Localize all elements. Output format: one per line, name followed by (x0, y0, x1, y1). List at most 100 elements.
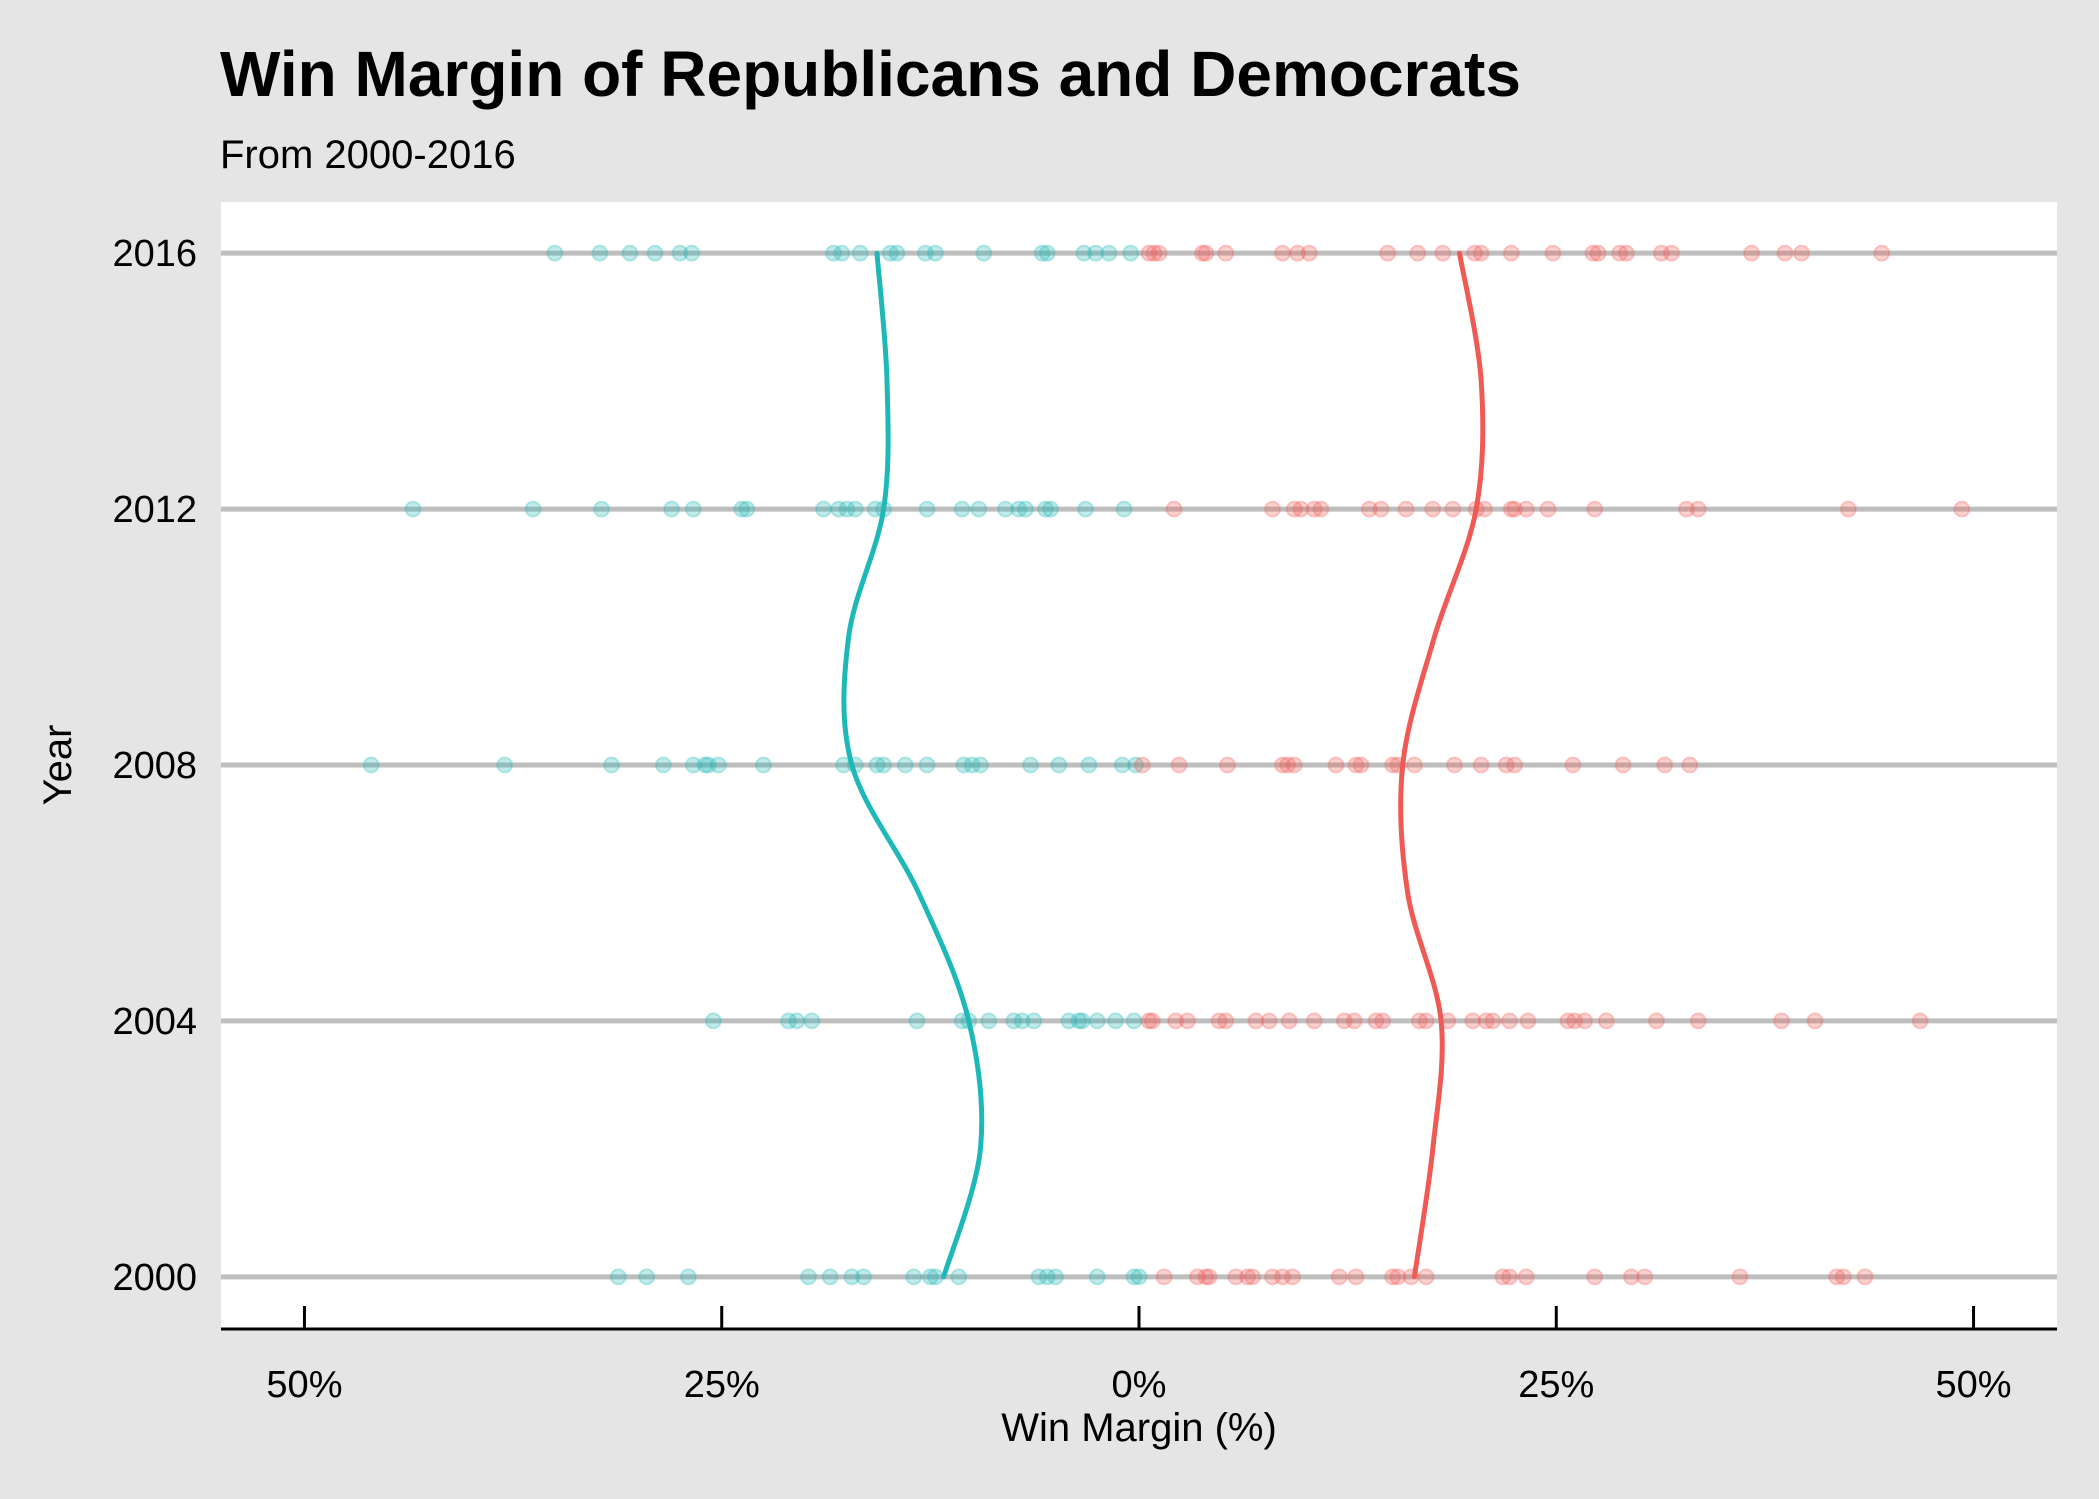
data-point-democrat (1087, 244, 1105, 262)
data-point-republican (1367, 1012, 1385, 1030)
data-point-democrat (971, 756, 989, 774)
data-point-democrat (683, 244, 701, 262)
data-point-democrat (1010, 500, 1028, 518)
data-point-democrat (638, 1268, 656, 1286)
data-point-republican (1247, 1012, 1265, 1030)
data-point-democrat (404, 500, 422, 518)
data-point-republican (1617, 244, 1635, 262)
data-point-democrat (918, 500, 936, 518)
data-points (362, 244, 1971, 1286)
data-point-democrat (609, 1268, 627, 1286)
x-tick-label: 25% (684, 1364, 760, 1406)
data-point-democrat (1060, 1012, 1078, 1030)
data-point-democrat (738, 500, 756, 518)
data-point-republican (1689, 500, 1707, 518)
data-point-democrat (955, 756, 973, 774)
data-point-democrat (1042, 500, 1060, 518)
data-point-republican (1285, 500, 1303, 518)
data-point-republican (1614, 756, 1632, 774)
data-point-republican (1622, 1268, 1640, 1286)
data-point-republican (1689, 1012, 1707, 1030)
data-point-republican (1327, 756, 1345, 774)
data-point-republican (1636, 1268, 1654, 1286)
x-tick-label: 50% (1936, 1364, 2012, 1406)
data-point-republican (1280, 1012, 1298, 1030)
data-point-republican (1681, 756, 1699, 774)
data-point-republican (1544, 244, 1562, 262)
data-point-republican (1793, 244, 1811, 262)
x-tick-label: 25% (1518, 1364, 1594, 1406)
data-point-republican (1839, 500, 1857, 518)
data-point-democrat (1107, 1012, 1125, 1030)
data-point-republican (1330, 1268, 1348, 1286)
data-point-republican (1502, 244, 1520, 262)
data-point-republican (1397, 500, 1415, 518)
data-point-democrat (654, 756, 672, 774)
data-point-republican (1652, 244, 1670, 262)
data-point-democrat (896, 756, 914, 774)
data-point-democrat (1088, 1268, 1106, 1286)
data-point-republican (1140, 1012, 1158, 1030)
data-point-republican (1143, 1012, 1161, 1030)
data-point-republican (1873, 244, 1891, 262)
data-point-democrat (1088, 1012, 1106, 1030)
x-axis: 50% 25% 0% 25% 50% (266, 1306, 2012, 1406)
data-point-democrat (603, 756, 621, 774)
data-point-republican (1647, 1012, 1665, 1030)
y-tick-label: 2012 (112, 489, 197, 531)
data-point-democrat (1070, 1012, 1088, 1030)
data-point-republican (1559, 1012, 1577, 1030)
data-point-democrat (671, 244, 689, 262)
data-point-democrat (975, 244, 993, 262)
data-point-democrat (1125, 1268, 1143, 1286)
y-axis: 2000 2004 2008 2012 2016 (112, 233, 197, 1299)
data-point-republican (1200, 1268, 1218, 1286)
data-point-republican (1494, 1268, 1512, 1286)
data-point-democrat (779, 1012, 797, 1030)
data-point-republican (1464, 1012, 1482, 1030)
data-point-democrat (918, 756, 936, 774)
data-point-republican (1776, 244, 1794, 262)
data-point-democrat (825, 244, 843, 262)
gridlines (221, 250, 2057, 1280)
data-point-republican (1445, 756, 1463, 774)
data-point-democrat (980, 1012, 998, 1030)
data-point-republican (1517, 500, 1535, 518)
data-point-democrat (916, 244, 934, 262)
data-point-republican (1264, 500, 1282, 518)
data-point-republican (1372, 500, 1390, 518)
data-point-republican (1197, 1268, 1215, 1286)
data-point-republican (1472, 756, 1490, 774)
data-point-democrat (546, 244, 564, 262)
data-point-republican (1238, 1268, 1256, 1286)
data-point-republican (1284, 1268, 1302, 1286)
data-point-republican (1806, 1012, 1824, 1030)
data-point-republican (1417, 1268, 1435, 1286)
data-point-republican (1379, 244, 1397, 262)
data-point-democrat (1050, 756, 1068, 774)
data-point-democrat (921, 1268, 939, 1286)
data-point-democrat (704, 1012, 722, 1030)
data-point-democrat (1075, 244, 1093, 262)
data-point-democrat (815, 500, 833, 518)
data-point-democrat (1115, 500, 1133, 518)
data-point-republican (1243, 1268, 1261, 1286)
data-point-republican (1731, 1268, 1749, 1286)
data-point-democrat (1030, 1268, 1048, 1286)
data-point-republican (1434, 244, 1452, 262)
data-point-democrat (996, 500, 1014, 518)
data-point-democrat (1038, 1268, 1056, 1286)
data-point-democrat (868, 756, 886, 774)
data-point-republican (1374, 1012, 1392, 1030)
data-point-republican (1828, 1268, 1846, 1286)
data-point-republican (1424, 500, 1442, 518)
data-point-republican (1856, 1268, 1874, 1286)
data-point-republican (1584, 244, 1602, 262)
trend-line-democrat (841, 250, 985, 1280)
data-point-republican (1133, 756, 1151, 774)
data-point-democrat (699, 756, 717, 774)
data-point-republican (1360, 500, 1378, 518)
data-point-democrat (696, 756, 714, 774)
data-point-republican (1292, 500, 1310, 518)
